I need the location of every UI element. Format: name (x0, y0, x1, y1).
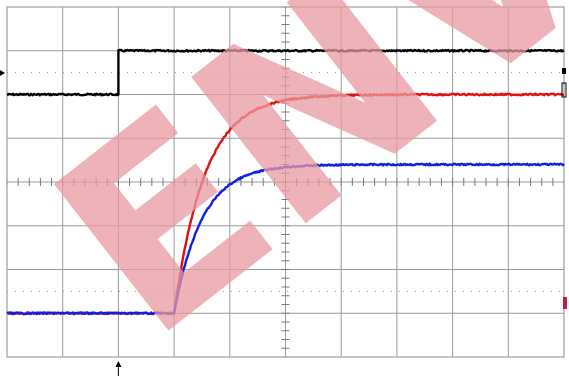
trigger-marker-arrow (115, 361, 121, 367)
channel-marker-right-3 (563, 297, 567, 309)
channel-level-marker (0, 70, 5, 76)
watermark: ENV (5, 0, 569, 376)
